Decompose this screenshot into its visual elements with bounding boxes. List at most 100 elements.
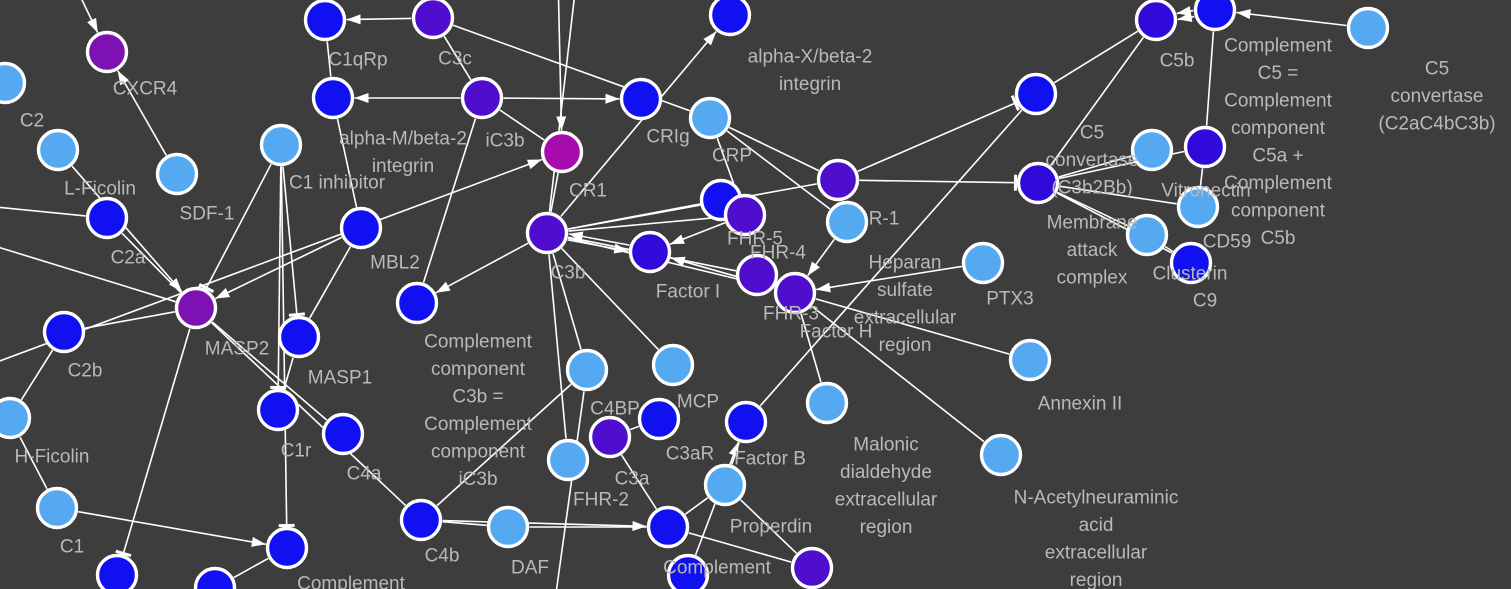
node-bottomnode2[interactable] [193, 566, 237, 589]
node-daf[interactable] [486, 505, 530, 549]
node-c5rxn[interactable] [1193, 0, 1237, 32]
node-factorb[interactable] [724, 400, 768, 444]
node-bottomnode3[interactable] [666, 553, 710, 589]
node-c2a[interactable] [85, 196, 129, 240]
label-fhr5: FHR-5 [727, 229, 783, 250]
node-c3ar[interactable] [637, 397, 681, 441]
label-alphax: alpha-X/beta-2 [748, 47, 873, 68]
edge [857, 95, 1020, 173]
node-masp1[interactable] [277, 315, 321, 359]
label-mac: attack [1067, 240, 1118, 261]
node-lficolin[interactable] [36, 128, 80, 172]
label-c2b: C2b [68, 361, 103, 382]
node-alphax[interactable] [708, 0, 752, 37]
nodes-layer [0, 0, 1390, 589]
node-cr1[interactable] [540, 130, 584, 174]
node-malonic[interactable] [805, 381, 849, 425]
edge [548, 0, 575, 212]
node-ic3b[interactable] [460, 76, 504, 120]
node-fhr4[interactable] [723, 193, 767, 237]
label-mbl2: MBL2 [370, 253, 420, 274]
edge [684, 497, 709, 515]
edge [20, 349, 54, 401]
label-c3c: C3c [438, 49, 472, 70]
node-fhr3[interactable] [735, 253, 779, 297]
edge [282, 166, 306, 317]
node-c3b[interactable] [525, 211, 569, 255]
node-r1[interactable] [816, 158, 860, 202]
node-c5conv1[interactable] [1014, 72, 1058, 116]
node-c3bic3b[interactable] [395, 281, 439, 325]
node-violetbottom[interactable] [790, 546, 834, 589]
node-c1[interactable] [35, 486, 79, 530]
node-factorh[interactable] [773, 271, 817, 315]
node-hficolin[interactable] [0, 396, 32, 440]
label-c5conv1: C5 [1080, 123, 1104, 144]
node-fhr2[interactable] [546, 438, 590, 482]
node-alpham[interactable] [311, 76, 355, 120]
node-c1r[interactable] [256, 388, 300, 432]
label-c3b: C3b [551, 263, 586, 284]
node-bottomnode1[interactable] [95, 553, 139, 589]
node-mbl2[interactable] [339, 206, 383, 250]
node-heparan[interactable] [825, 200, 869, 244]
node-c3node[interactable] [646, 505, 690, 549]
node-c1qrp[interactable] [303, 0, 347, 42]
label-c5rxn: C5a + [1252, 146, 1303, 167]
node-c1s[interactable] [265, 526, 309, 570]
node-c8[interactable] [1183, 125, 1227, 169]
node-cd59[interactable] [1176, 185, 1220, 229]
label-c3a: C3a [615, 469, 650, 490]
edge [800, 313, 822, 383]
node-sdf1[interactable] [155, 152, 199, 196]
edge [270, 166, 287, 390]
node-c2b[interactable] [42, 310, 86, 354]
node-crp[interactable] [688, 96, 732, 140]
label-c3ar: C3aR [666, 444, 715, 465]
label-factorb: Factor B [734, 449, 806, 470]
node-mcp[interactable] [651, 343, 695, 387]
edge [19, 436, 48, 490]
node-annexin[interactable] [1008, 338, 1052, 382]
label-clusterin: Clusterin [1153, 264, 1228, 285]
label-properdin: Properdin [730, 517, 812, 538]
edge [1059, 185, 1177, 205]
node-c4bp[interactable] [565, 348, 609, 392]
label-mcp: MCP [677, 392, 719, 413]
node-masp2[interactable] [174, 286, 218, 330]
node-c4a[interactable] [321, 412, 365, 456]
edge [336, 118, 358, 208]
node-c1inh[interactable] [259, 123, 303, 167]
node-ptx3[interactable] [961, 241, 1005, 285]
edge [211, 321, 328, 421]
label-c5rxn: Complement [1224, 91, 1332, 112]
node-c5conv2[interactable] [1346, 6, 1390, 50]
label-c5rxn: C5 = [1258, 63, 1299, 84]
edge [1049, 36, 1145, 167]
node-mac[interactable] [1016, 161, 1060, 205]
node-c3c[interactable] [411, 0, 455, 40]
node-cxcr4[interactable] [85, 30, 129, 74]
node-crig[interactable] [619, 77, 663, 121]
edge [442, 520, 487, 527]
edge [568, 183, 817, 230]
label-c1s: Complement [297, 574, 405, 589]
label-c5conv1: (C3b2Bb) [1051, 178, 1132, 199]
edge [0, 246, 176, 303]
node-c3a[interactable] [588, 415, 632, 459]
label-hficolin: H-Ficolin [15, 447, 90, 468]
node-c9[interactable] [1169, 241, 1213, 285]
node-vitronectin[interactable] [1130, 128, 1174, 172]
node-clusterin[interactable] [1125, 213, 1169, 257]
node-factori[interactable] [628, 230, 672, 274]
node-nacetyl[interactable] [979, 433, 1023, 477]
label-fhr4: FHR-4 [750, 243, 806, 264]
edge [669, 222, 726, 245]
node-c4b[interactable] [399, 498, 443, 542]
edge [728, 126, 820, 172]
label-mac: Membrane [1047, 213, 1138, 234]
node-c5b[interactable] [1134, 0, 1178, 42]
node-c2[interactable] [0, 61, 27, 105]
node-properdin[interactable] [703, 463, 747, 507]
